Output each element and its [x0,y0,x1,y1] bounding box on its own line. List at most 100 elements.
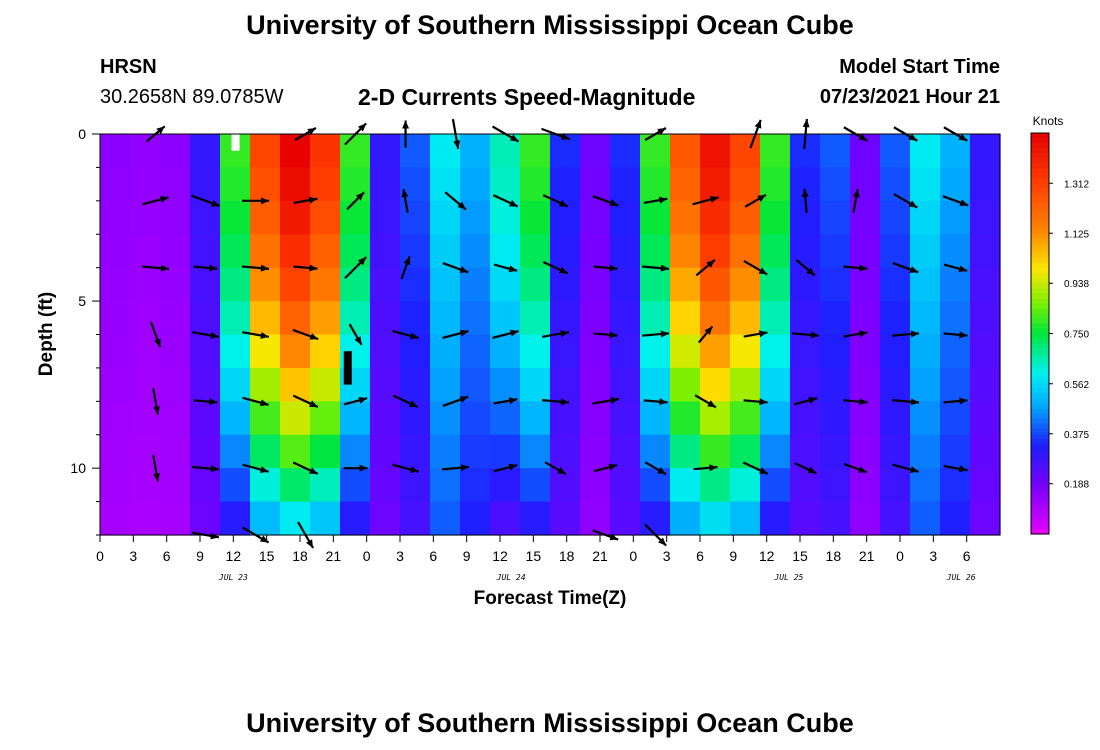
heatmap-cell [970,234,1001,269]
heatmap-cell [490,301,521,336]
heatmap-cell [310,367,341,402]
heatmap-cell [550,434,581,469]
heatmap-cell [340,200,371,235]
heatmap-cell [760,468,791,503]
x-tick-label: 21 [326,548,342,564]
heatmap-cell [820,401,851,436]
model-start-label: Model Start Time [839,56,1000,78]
colorbar-swatch [1031,383,1049,390]
heatmap-cell [160,501,191,536]
heatmap-cell [760,367,791,402]
heatmap-cell [790,267,821,302]
heatmap-cell [340,401,371,436]
heatmap-cell [760,334,791,369]
colorbar-swatch [1031,368,1049,375]
heatmap-cell [340,301,371,336]
heatmap-cell [880,134,911,169]
date-label: JUL 24 [496,573,526,582]
colorbar-swatch [1031,243,1049,249]
heatmap-cell [760,401,791,436]
heatmap-cell [700,468,731,503]
x-tick-label: 15 [792,548,808,564]
heatmap-cell [580,267,611,302]
heatmap-cell [490,401,521,436]
colorbar-tick-label: 0.750 [1064,330,1089,341]
current-vector-arrow [343,396,368,406]
heatmap-cell [370,167,401,202]
y-tick-label: 0 [78,126,86,142]
current-vector-arrow [793,396,818,406]
heatmap-cell [700,234,731,269]
heatmap-cell [580,134,611,169]
current-vector-arrow [293,196,318,205]
heatmap-cell [100,468,131,503]
current-vector-arrow [743,259,768,276]
current-vector-arrow [292,461,319,475]
heatmap-cell [220,200,251,235]
colorbar: 1.312 1.125 0.938 0.750 0.562 0.375 0.188 [1030,132,1089,535]
heatmap-cell [310,301,341,336]
current-vector-arrow [192,465,220,473]
heatmap-cell [400,434,431,469]
heatmap-cell [490,367,521,402]
heatmap-cell [700,200,731,235]
colorbar-swatch [1031,463,1049,470]
heatmap-cell [790,401,821,436]
colorbar-swatch [1031,503,1049,510]
colorbar-swatch [1031,478,1049,485]
heatmap-cell [520,334,551,369]
heatmap-cell [820,468,851,503]
heatmap-cell [610,367,641,402]
colorbar-swatch [1031,223,1049,229]
heatmap-cell [430,200,461,235]
heatmap-cell [520,301,551,336]
current-vector-arrow [744,193,767,208]
heatmap-cell [940,468,971,503]
heatmap-cell [940,501,971,536]
colorbar-swatch [1031,523,1049,530]
heatmap-cell [760,501,791,536]
heatmap-cell [220,401,251,436]
heatmap-cell [580,167,611,202]
heatmap-cell [880,367,911,402]
current-vector-arrow [795,259,816,277]
x-tick-label: 0 [363,548,371,564]
heatmap-cell [280,267,311,302]
current-vector-arrow [344,256,367,280]
colorbar-swatch [1031,178,1049,184]
current-vector-arrow [242,197,270,205]
heatmap-cell [580,334,611,369]
heatmap-cell [310,401,341,436]
heatmap-cell [490,334,521,369]
heatmap-cell [430,267,461,302]
heatmap-cell [550,367,581,402]
heatmap-cell [730,267,761,302]
current-vector-arrow [392,394,419,409]
current-vector-arrow [346,191,365,211]
current-vector-arrow [794,462,817,475]
colorbar-swatch [1031,388,1049,395]
bottom-title: University of Southern Mississippi Ocean… [246,708,854,738]
heatmap-cell [160,200,191,235]
heatmap-cell [250,334,281,369]
heatmap-cell [550,401,581,436]
heatmap-cell [250,468,281,503]
heatmap-cell [460,200,491,235]
colorbar-swatch [1031,288,1049,294]
heatmap-cell [520,200,551,235]
colorbar-swatch [1031,473,1049,480]
heatmap-cell [940,200,971,235]
current-vector-arrow [492,329,519,340]
heatmap-cell [520,134,551,169]
x-tick-label: 9 [729,548,737,564]
heatmap-cell [670,401,701,436]
heatmap-cell [220,301,251,336]
heatmap-cell [880,401,911,436]
current-vector-arrow [642,330,670,338]
heatmap-cell [340,234,371,269]
heatmap-cell [580,200,611,235]
heatmap-cell [850,234,881,269]
heatmap-cell [370,434,401,469]
heatmap-cell [670,301,701,336]
heatmap-cell [610,434,641,469]
